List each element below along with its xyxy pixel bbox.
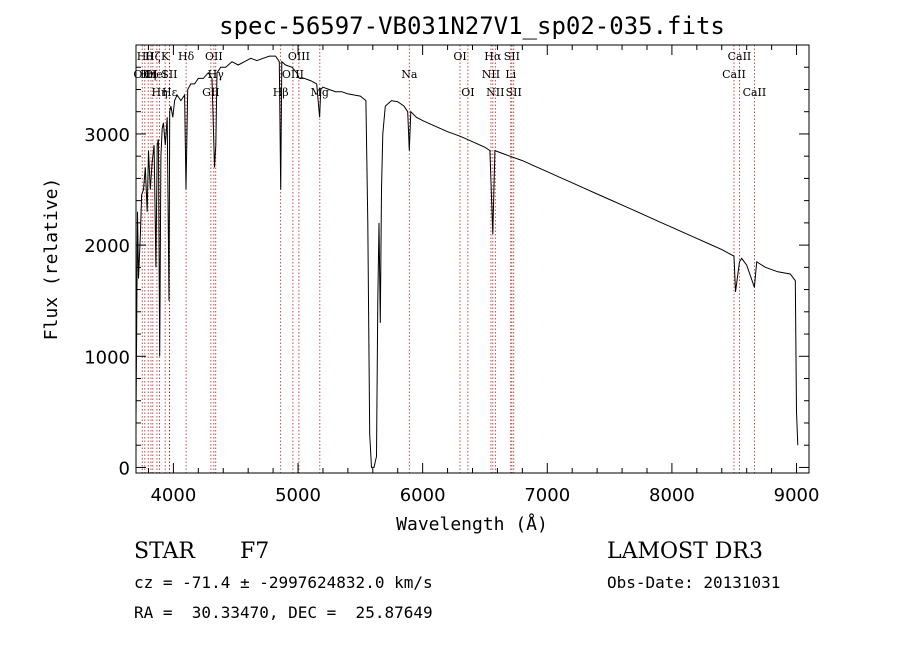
spectral-line-label: Hε <box>162 86 178 99</box>
y-tick-label: 1000 <box>84 347 130 368</box>
x-tick-label: 8000 <box>649 485 695 506</box>
spectral-line-label: OIII <box>282 68 304 81</box>
spectral-line-label: SII <box>506 86 522 99</box>
y-axis: 0 1000 2000 3000 <box>84 66 809 479</box>
plot-frame <box>135 44 810 474</box>
spectral-line-label: Li <box>505 68 516 81</box>
spectral-line-label: OII <box>133 68 151 81</box>
spectral-line-label: Hη <box>140 68 156 81</box>
spectral-line-label: CaII <box>743 86 767 99</box>
spectral-line-label: OII <box>205 50 223 63</box>
coordinates-info: RA = 30.33470, DEC = 25.87649 <box>134 603 433 622</box>
x-tick-label: 4000 <box>150 485 196 506</box>
redshift-info: cz = -71.4 ± -2997624832.0 km/s <box>134 573 433 592</box>
spectrum-line <box>135 55 799 468</box>
y-tick-label: 3000 <box>84 125 130 146</box>
spectral-line-label: HeI <box>147 68 167 81</box>
spectrum-chart: spec-56597-VB031N27V1_sp02-035.fits OIIH… <box>41 12 820 535</box>
spectral-line-label: Hη <box>151 86 167 99</box>
object-subclass: F7 <box>240 539 270 564</box>
spectral-line-label: Hδ <box>178 50 195 63</box>
x-axis: 4000 5000 6000 7000 8000 9000 <box>147 45 820 506</box>
spectral-line-label: OI <box>144 68 157 81</box>
x-tick-label: 9000 <box>774 485 820 506</box>
spectral-line-label: NII <box>486 86 504 99</box>
spectral-line-label: OI <box>453 50 466 63</box>
spectral-line-label: SII <box>504 50 520 63</box>
survey-name: LAMOST DR3 <box>607 539 763 564</box>
spectral-line-label: NII <box>482 68 500 81</box>
spectral-line-label: Hζ <box>145 50 161 63</box>
x-tick-label: 6000 <box>400 485 446 506</box>
spectral-line-label: OIII <box>288 50 310 63</box>
spectral-line-labels: OIIHθHηOIHζHeIHηKSIIHεHδGIIOIIHγHβOIIIOI… <box>133 50 766 99</box>
spectral-line-label: Hγ <box>208 68 225 81</box>
spectral-line-label: OI <box>461 86 474 99</box>
spectral-line-label: CaII <box>722 68 746 81</box>
spectral-line-label: Hα <box>484 50 502 63</box>
spectral-line-label: Hθ <box>137 50 154 63</box>
spectral-line-markers <box>141 45 755 473</box>
x-axis-label: Wavelength (Å) <box>396 513 548 535</box>
spectral-line-label: GII <box>202 86 219 99</box>
x-tick-label: 7000 <box>524 485 570 506</box>
spectral-line-label: CaII <box>728 50 752 63</box>
y-tick-label: 2000 <box>84 236 130 257</box>
x-tick-label: 5000 <box>275 485 321 506</box>
spectral-line-label: K <box>161 50 170 63</box>
spectral-line-label: SII <box>161 68 177 81</box>
object-type: STAR <box>134 539 195 564</box>
spectral-line-label: Na <box>401 68 418 81</box>
y-axis-label: Flux (relative) <box>41 178 62 341</box>
observation-date: Obs-Date: 20131031 <box>607 573 781 592</box>
chart-title: spec-56597-VB031N27V1_sp02-035.fits <box>219 12 725 40</box>
y-tick-label: 0 <box>119 458 130 479</box>
spectral-line-label: Mg <box>311 86 329 99</box>
spectral-line-label: Hβ <box>273 86 289 99</box>
